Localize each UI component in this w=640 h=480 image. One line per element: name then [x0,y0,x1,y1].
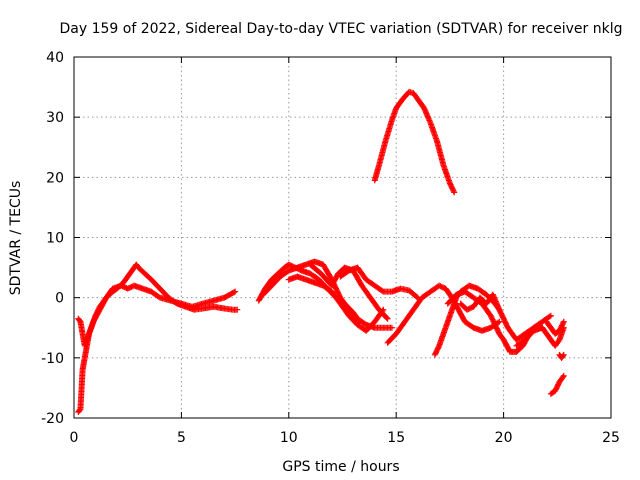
data-point [435,344,442,351]
data-point [384,315,391,322]
series-track-n [543,318,567,337]
data-point [234,306,241,313]
series-track-i [384,282,503,346]
axis-ticks [73,56,612,419]
data-point [450,188,457,195]
y-tick-label: 20 [46,170,64,186]
data-point [560,320,567,327]
data-point [560,372,567,379]
x-tick-label: 10 [280,430,298,446]
x-tick-labels: 0 5 10 15 20 25 [70,430,620,446]
chart-title: Day 159 of 2022, Sidereal Day-to-day VTE… [60,21,623,37]
x-tick-label: 25 [602,430,620,446]
data-point [232,288,239,295]
data-point [451,189,458,196]
data-point [379,287,386,294]
y-axis-label: SDTVAR / TECUs [8,181,24,296]
data-point [413,293,420,300]
series-track-l [457,291,554,343]
x-tick-label: 15 [387,430,405,446]
series-track-o [547,372,567,397]
y-tick-label: -10 [41,351,64,367]
y-tick-labels: -20 -10 0 10 20 30 40 [41,50,64,427]
data-point [388,324,395,331]
grid [74,57,611,418]
data-point [230,289,237,296]
plot-frame [73,56,612,419]
y-tick-label: 10 [46,231,64,247]
data-point [559,374,566,381]
series-track-g [337,264,421,301]
series-track-f [307,261,391,322]
y-tick-label: -20 [41,411,64,427]
data-points [75,88,567,415]
series-track-h [371,88,458,196]
data-point [547,312,554,319]
data-point [546,313,553,320]
y-tick-label: 0 [55,291,64,307]
x-tick-label: 20 [495,430,513,446]
series-track-p [556,351,567,361]
y-tick-label: 40 [46,50,64,66]
series-track-m [513,324,567,349]
data-point [560,352,567,359]
data-point [560,318,567,325]
data-point [383,314,390,321]
x-tick-label: 5 [177,430,186,446]
x-axis-label: GPS time / hours [282,459,399,475]
x-tick-label: 0 [70,430,79,446]
series-track-b [75,282,239,349]
series-track-a [75,261,241,415]
y-tick-label: 30 [46,110,64,126]
data-point [560,351,567,358]
data-point [496,318,503,325]
